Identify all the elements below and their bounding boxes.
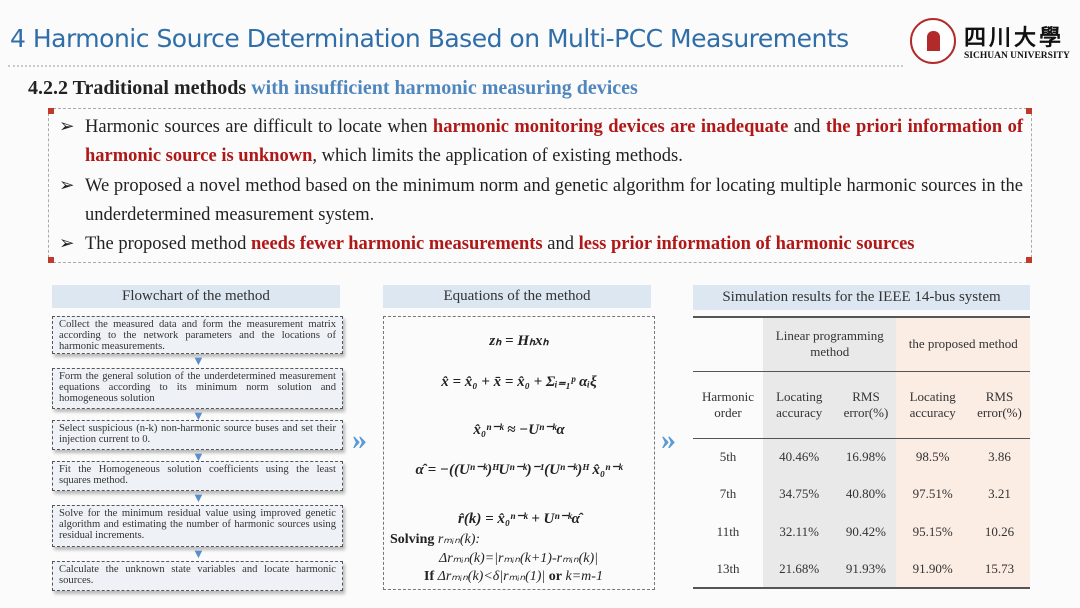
column-header: Locating accuracy: [896, 371, 969, 438]
bullet-arrow-icon: ➢: [59, 117, 75, 137]
condition-end: k=m-1: [562, 569, 603, 584]
bullet-box: ➢ Harmonic sources are difficult to locat…: [48, 108, 1032, 263]
flowchart-step: Select suspicious (n-k) non-harmonic sou…: [52, 420, 343, 450]
bullet-text: Harmonic sources are difficult to locate…: [85, 117, 433, 137]
bullet-arrow-icon: ➢: [59, 175, 75, 196]
column-header: RMS error(%): [968, 371, 1030, 438]
solving-variable: rₘᵢₙ(k):: [437, 532, 481, 547]
bullet-text: and: [542, 234, 579, 255]
table-cell: 13th: [716, 560, 740, 576]
table-cell: 32.11%: [763, 513, 836, 551]
table-row: 13th 21.68% 91.93% 91.90% 15.73: [693, 550, 1030, 588]
column-header: Locating accuracy: [763, 371, 836, 438]
logo-chinese-name: 四川大學: [964, 25, 1065, 51]
table-row: 5th 40.46% 16.98% 98.5% 3.86: [693, 438, 1030, 476]
table-cell: 90.42%: [835, 513, 897, 551]
subtitle-highlight: with insufficient harmonic measuring dev…: [246, 77, 638, 99]
arrow-down-icon: ▼: [192, 408, 205, 423]
bullet-text: The proposed method: [85, 234, 251, 255]
flowchart-step: Solve for the minimum residual value usi…: [52, 505, 343, 547]
equation: zₕ = Hₕxₕ: [489, 333, 549, 349]
highlighted-text: harmonic monitoring devices are inadequa…: [432, 117, 789, 137]
table-cell: 11th: [716, 523, 740, 539]
title-divider: [8, 65, 903, 67]
table-cell: 10.26: [968, 513, 1030, 551]
table-title: Simulation results for the IEEE 14-bus s…: [693, 285, 1030, 310]
column-header: Harmonic order: [702, 388, 754, 420]
double-chevron-right-icon: »: [352, 423, 367, 456]
highlighted-text: less prior information of harmonic sourc…: [578, 234, 915, 255]
bullet-arrow-icon: ➢: [59, 234, 75, 255]
table-row: 11th 32.11% 90.42% 95.15% 10.26: [693, 513, 1030, 551]
equation: α̂ = −((Uⁿ⁻ᵏ)ᴴUⁿ⁻ᵏ)⁻¹(Uⁿ⁻ᵏ)ᴴ x̂₀ⁿ⁻ᵏ: [415, 462, 623, 478]
logo-english-name: SICHUAN UNIVERSITY: [964, 51, 1070, 61]
delta-equation: Δrₘᵢₙ(k)=|rₘᵢₙ(k+1)-rₘᵢₙ(k)|: [439, 551, 598, 566]
table-cell: 40.80%: [835, 475, 897, 513]
flowchart-step: Form the general solution of the underde…: [52, 368, 343, 409]
bullet-item: ➢ The proposed method needs fewer harmoni…: [59, 230, 1023, 259]
subtitle-main: 4.2.2 Traditional methods: [28, 77, 247, 99]
bullet-text: We proposed a novel method based on the …: [85, 175, 1023, 225]
table-cell: 95.15%: [896, 513, 969, 551]
flowchart-step: Fit the Homogeneous solution coefficient…: [52, 461, 343, 491]
arrow-down-icon: ▼: [192, 353, 205, 368]
double-chevron-right-icon: »: [661, 423, 676, 456]
table-cell: 5th: [719, 449, 737, 464]
university-logo: 四川大學 SICHUAN UNIVERSITY: [910, 18, 1075, 68]
arrow-down-icon: ▼: [192, 449, 205, 464]
if-label: If: [424, 569, 435, 584]
section-subtitle: 4.2.2 Traditional methods with insuffici…: [28, 77, 638, 100]
column-header: RMS error(%): [835, 371, 897, 438]
equations-box: zₕ = Hₕxₕ x̂ = x̂₀ + x̄ = x̂₀ + Σᵢ₌₁ᵖ αᵢ…: [383, 316, 655, 590]
equation: r̂(k) = x̂₀ⁿ⁻ᵏ + Uⁿ⁻ᵏα̂: [458, 511, 580, 527]
bullet-item: ➢ Harmonic sources are difficult to locat…: [59, 113, 1023, 172]
equation: x̂₀ⁿ⁻ᵏ ≈ −Uⁿ⁻ᵏα: [473, 422, 565, 438]
equations-title: Equations of the method: [383, 285, 651, 308]
table-cell: 40.46%: [763, 438, 836, 476]
table-cell: 34.75%: [763, 475, 836, 513]
flowchart-step: Collect the measured data and form the m…: [52, 316, 343, 354]
equation: x̂ = x̂₀ + x̄ = x̂₀ + Σᵢ₌₁ᵖ αᵢξ: [441, 374, 597, 390]
bullet-text: , which limits the application of existi…: [312, 146, 683, 167]
flowchart-title: Flowchart of the method: [52, 285, 340, 308]
solving-label: Solving: [390, 532, 435, 547]
highlighted-text: needs fewer harmonic measurements: [250, 234, 543, 255]
page-title: 4 Harmonic Source Determination Based on…: [10, 24, 849, 53]
results-table: Linear programming method the proposed m…: [693, 316, 1030, 589]
table-cell: 21.68%: [763, 550, 836, 588]
table-cell: 7th: [719, 486, 737, 502]
table-cell: 15.73: [968, 550, 1030, 588]
table-cell: 16.98%: [835, 438, 897, 476]
table-row: 7th 34.75% 40.80% 97.51% 3.21: [693, 475, 1030, 513]
arrow-down-icon: ▼: [192, 490, 205, 505]
table-cell: 91.90%: [896, 550, 969, 588]
condition: Δrₘᵢₙ(k)<δ|rₘᵢₙ(1)|: [434, 569, 549, 584]
or-label: or: [548, 569, 563, 584]
table-cell: 3.86: [968, 438, 1030, 476]
table-cell: 97.51%: [896, 475, 969, 513]
table-cell: 98.5%: [896, 438, 969, 476]
flowchart-step: Calculate the unknown state variables an…: [52, 561, 343, 591]
table-cell: 3.21: [968, 475, 1030, 513]
bullet-text: and: [788, 117, 826, 137]
table-cell: 91.93%: [835, 550, 897, 588]
bullet-item: ➢ We proposed a novel method based on the…: [59, 172, 1023, 231]
arrow-down-icon: ▼: [192, 546, 205, 561]
highlighted-text: the priori information of harmonic sourc…: [85, 117, 1023, 167]
group-header-linear: Linear programming method: [763, 317, 897, 371]
group-header-proposed: the proposed method: [896, 317, 1030, 371]
seal-icon: [910, 18, 956, 64]
